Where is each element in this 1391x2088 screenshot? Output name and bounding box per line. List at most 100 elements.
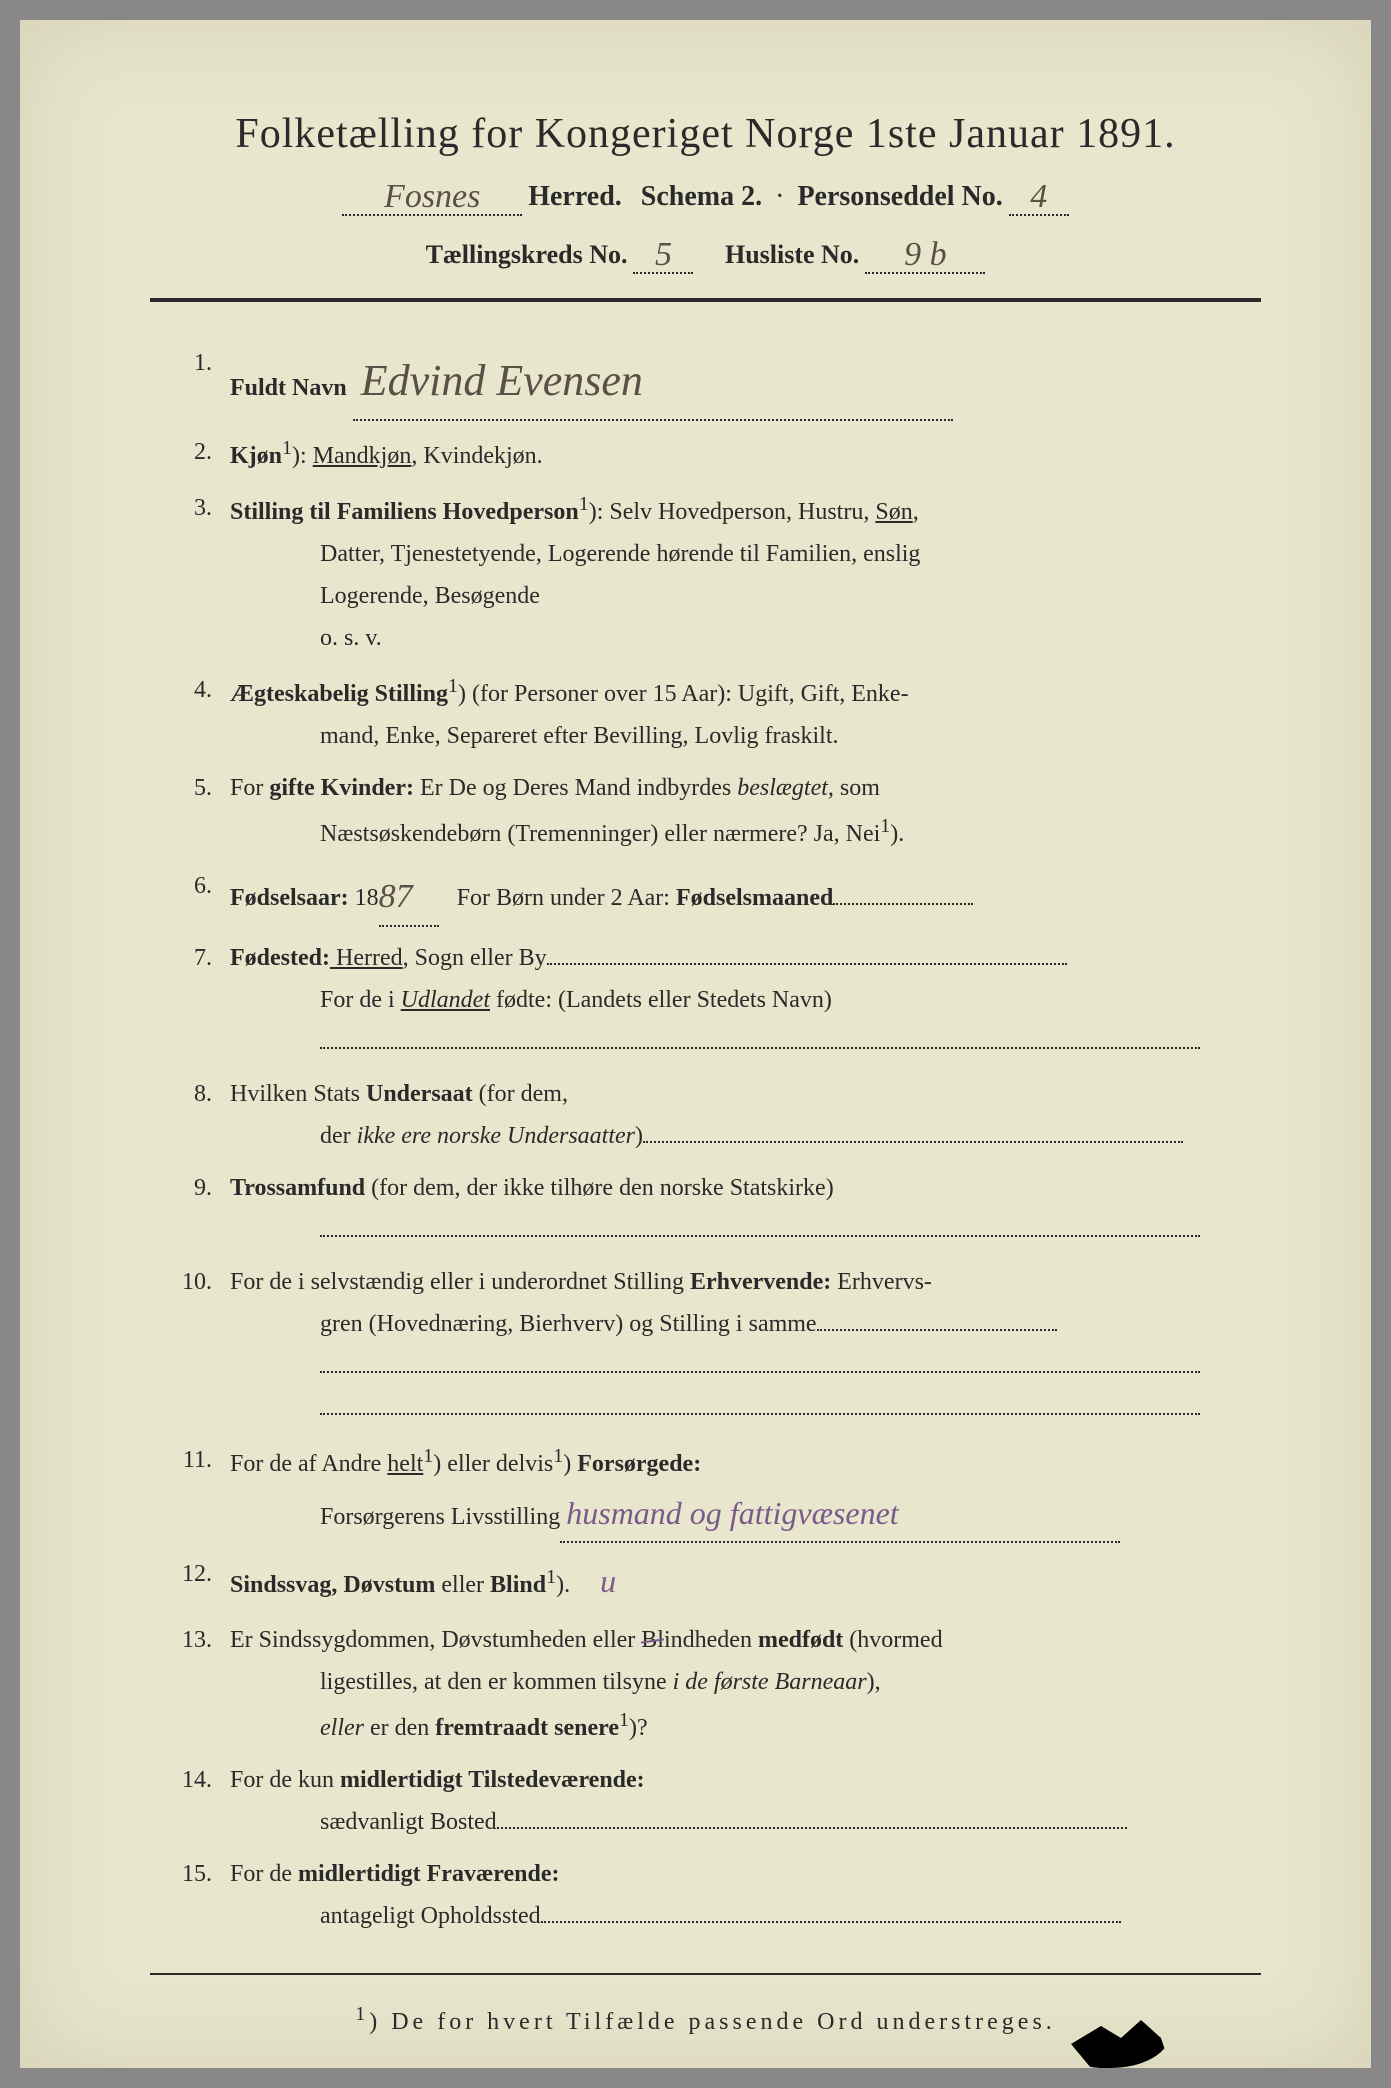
entry-num: 14. — [170, 1759, 230, 1843]
text: ): — [292, 443, 313, 469]
line2: gren (Hovednæring, Bierhverv) og Stillin… — [320, 1311, 817, 1337]
sup: 1 — [282, 437, 292, 459]
husliste-no-value: 9 b — [904, 236, 947, 273]
entry-body: For de af Andre helt1) eller delvis1) Fo… — [230, 1439, 1261, 1543]
line1b: (hvormed — [843, 1627, 942, 1653]
mid: ) eller delvis — [433, 1451, 553, 1477]
entry-10: 10. For de i selvstændig eller i underor… — [170, 1261, 1261, 1429]
line1: ): Selv Hovedperson, Hustru, — [589, 499, 876, 525]
entry-body: For de i selvstændig eller i underordnet… — [230, 1261, 1261, 1429]
line2: Datter, Tjenestetyende, Logerende hørend… — [230, 533, 1261, 575]
schema-label: Schema 2. — [641, 181, 762, 213]
kreds-no-field: 5 — [633, 234, 693, 274]
line2b: ). — [890, 821, 904, 847]
entry-body: Fødselsaar: 1887 For Børn under 2 Aar: F… — [230, 865, 1261, 927]
opt-underlined: Herred — [330, 945, 403, 971]
sup1: 1 — [423, 1445, 433, 1467]
label1: medfødt — [758, 1627, 843, 1653]
sup: 1 — [880, 815, 890, 837]
rest: , Sogn eller By — [403, 945, 547, 971]
line2: antageligt Opholdssted — [320, 1903, 541, 1929]
line2b: ), — [867, 1669, 881, 1695]
line2: Forsørgerens Livsstilling — [320, 1504, 560, 1530]
entry-body: Kjøn1): Mandkjøn, Kvindekjøn. — [230, 431, 1261, 477]
line1a: For de — [230, 1861, 298, 1887]
entry-num: 10. — [170, 1261, 230, 1429]
entry-body: Fuldt Navn Edvind Evensen — [230, 342, 1261, 421]
line1a: Hvilken Stats — [230, 1081, 366, 1107]
kreds-label: Tællingskreds No. — [426, 240, 628, 270]
label: gifte Kvinder: — [269, 775, 414, 801]
year-hand: 87 — [379, 878, 413, 915]
person-no-value: 4 — [1030, 178, 1047, 215]
line1a: For — [230, 775, 269, 801]
line3a: eller — [320, 1715, 364, 1741]
sup2: 1 — [553, 1445, 563, 1467]
disability-value: u — [600, 1563, 616, 1599]
entry-2: 2. Kjøn1): Mandkjøn, Kvindekjøn. — [170, 431, 1261, 477]
line2: mand, Enke, Separeret efter Bevilling, L… — [230, 715, 1261, 757]
entry-4: 4. Ægteskabelig Stilling1) (for Personer… — [170, 669, 1261, 757]
name-field: Edvind Evensen — [353, 342, 953, 421]
occ-field2 — [320, 1371, 1200, 1373]
entry-num: 1. — [170, 342, 230, 421]
form-header: Folketælling for Kongeriget Norge 1ste J… — [150, 110, 1261, 274]
entry-num: 7. — [170, 937, 230, 1063]
divider-top — [150, 298, 1261, 302]
line4: o. s. v. — [230, 617, 1261, 659]
label: Erhvervende: — [690, 1269, 831, 1295]
label: Kjøn — [230, 443, 282, 469]
entry-12: 12. Sindssvag, Døvstum eller Blind1). u — [170, 1553, 1261, 1609]
header-row-2: Fosnes Herred. Schema 2. · Personseddel … — [150, 176, 1261, 216]
label: Fuldt Navn — [230, 375, 347, 401]
entry-14: 14. For de kun midlertidigt Tilstedevære… — [170, 1759, 1261, 1843]
sup: 1 — [619, 1709, 629, 1731]
entry-body: For de kun midlertidigt Tilstedeværende:… — [230, 1759, 1261, 1843]
person-label: Personseddel No. — [797, 181, 1002, 213]
line1a: For de i selvstændig eller i underordnet… — [230, 1269, 690, 1295]
herred-value: Fosnes — [384, 178, 480, 215]
entry-body: Ægteskabelig Stilling1) (for Personer ov… — [230, 669, 1261, 757]
entry-body: Fødested: Herred, Sogn eller By For de i… — [230, 937, 1261, 1063]
entry-body: Trossamfund (for dem, der ikke tilhøre d… — [230, 1167, 1261, 1251]
entry-body: Er Sindssygdommen, Døvstumheden eller Bl… — [230, 1619, 1261, 1749]
entry-7: 7. Fødested: Herred, Sogn eller By For d… — [170, 937, 1261, 1063]
line1a: For de af Andre — [230, 1451, 387, 1477]
line2a: For de i — [320, 987, 401, 1013]
herred-field: Fosnes — [342, 176, 522, 216]
header-row-3: Tællingskreds No. 5 Husliste No. 9 b — [150, 234, 1261, 274]
label: Fødested: — [230, 945, 330, 971]
entry-8: 8. Hvilken Stats Undersaat (for dem, der… — [170, 1073, 1261, 1157]
whereabouts-field — [541, 1921, 1121, 1923]
entry-num: 9. — [170, 1167, 230, 1251]
opt-selected: Mandkjøn — [313, 443, 412, 469]
label1: Fødselsaar: — [230, 885, 349, 911]
line1c: som — [834, 775, 880, 801]
line3c: )? — [629, 1715, 648, 1741]
son-underlined: Søn — [875, 499, 912, 525]
line2a: der — [320, 1123, 357, 1149]
label2: fremtraadt senere — [435, 1715, 619, 1741]
entry-body: For de midlertidigt Fraværende: antageli… — [230, 1853, 1261, 1937]
line3: Logerende, Besøgende — [230, 575, 1261, 617]
strike: Bl — [641, 1627, 664, 1653]
entry-num: 8. — [170, 1073, 230, 1157]
entry-num: 11. — [170, 1439, 230, 1543]
opt2: Kvindekjøn. — [423, 443, 542, 469]
name-value: Edvind Evensen — [361, 356, 643, 405]
entry-9: 9. Trossamfund (for dem, der ikke tilhør… — [170, 1167, 1261, 1251]
entry-body: Sindssvag, Døvstum eller Blind1). u — [230, 1553, 1261, 1609]
line1a: Er Sindssygdommen, Døvstumheden eller — [230, 1627, 641, 1653]
form-title: Folketælling for Kongeriget Norge 1ste J… — [150, 110, 1261, 158]
end: ). — [556, 1572, 570, 1598]
line1a: For de kun — [230, 1767, 340, 1793]
footnote-text: ) De for hvert Tilfælde passende Ord und… — [369, 2009, 1056, 2035]
entry-15: 15. For de midlertidigt Fraværende: anta… — [170, 1853, 1261, 1937]
italic: beslægtet, — [737, 775, 834, 801]
occ-field3 — [320, 1413, 1200, 1415]
line1b: (for dem, — [473, 1081, 568, 1107]
census-form-page: Folketælling for Kongeriget Norge 1ste J… — [20, 20, 1371, 2068]
label2: Fødselsmaaned — [676, 885, 833, 911]
label: midlertidigt Fraværende: — [298, 1861, 560, 1887]
italic: i de første Barneaar — [673, 1669, 867, 1695]
